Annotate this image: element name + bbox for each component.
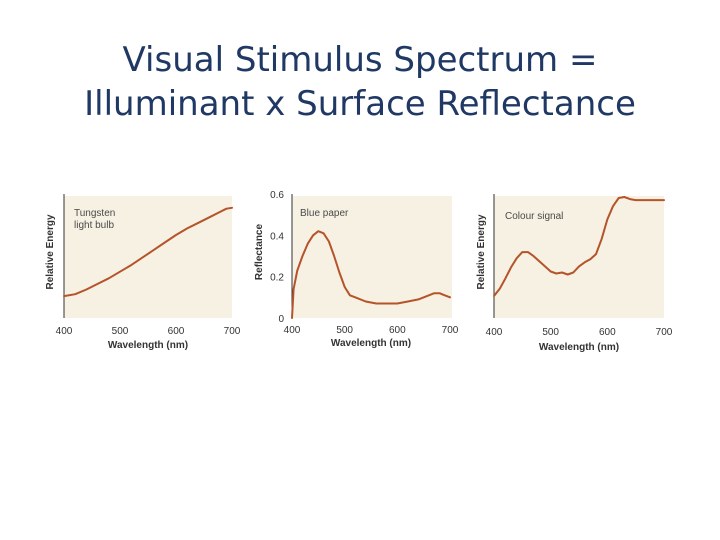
y-tick-label: 0 (278, 314, 284, 325)
chart-3: 400 500 600 700 Wavelength (nm) Relative Ener… (476, 194, 673, 353)
x-axis-label: Wavelength (nm) (539, 342, 619, 353)
x-tick-label: 500 (542, 327, 559, 338)
y-axis-label: Relative Energy (45, 214, 56, 289)
chart-1: 400 500 600 700 Wavelength (nm) Relative Ener… (45, 194, 241, 351)
chart-annotation: Blue paper (300, 208, 349, 219)
chart-annotation: Colour signal (505, 211, 563, 222)
y-tick-label: 0.2 (270, 273, 284, 284)
y-axis-label: Relative Energy (476, 214, 487, 289)
slide-title: Visual Stimulus Spectrum = Illuminant x … (0, 38, 720, 126)
x-tick-label: 700 (656, 327, 673, 338)
x-tick-label: 700 (442, 325, 459, 336)
x-tick-label: 700 (224, 326, 241, 337)
chart-annotation-line: light bulb (74, 220, 114, 231)
x-tick-label: 500 (336, 325, 353, 336)
x-tick-label: 400 (284, 325, 301, 336)
y-axis-label: Reflectance (254, 223, 265, 280)
slide-title-line-2: Illuminant x Surface Reflectance (84, 84, 636, 124)
series-line (291, 230, 451, 319)
y-tick-label: 0.6 (270, 190, 284, 201)
chart-background (494, 196, 664, 318)
series-line (493, 196, 665, 297)
chart-annotation-line: Blue paper (300, 208, 349, 219)
chart-background (64, 196, 232, 318)
y-tick-label: 0.4 (270, 231, 284, 242)
chart-annotation: Tungsten light bulb (74, 208, 115, 231)
x-tick-label: 400 (486, 327, 503, 338)
chart-annotation-line: Tungsten (74, 208, 115, 219)
x-tick-label: 500 (112, 326, 129, 337)
x-tick-label: 400 (56, 326, 73, 337)
x-axis-label: Wavelength (nm) (108, 340, 188, 351)
series-line (63, 206, 233, 298)
x-tick-label: 600 (599, 327, 616, 338)
chart-annotation-line: Colour signal (505, 211, 563, 222)
chart-2: 400 500 600 700 0 0.2 0.4 0.6 Wavelength (nm) Ref… (254, 190, 459, 349)
x-tick-label: 600 (389, 325, 406, 336)
slide-title-line-1: Visual Stimulus Spectrum = (122, 40, 598, 80)
x-tick-label: 600 (168, 326, 185, 337)
x-axis-label: Wavelength (nm) (331, 338, 411, 349)
